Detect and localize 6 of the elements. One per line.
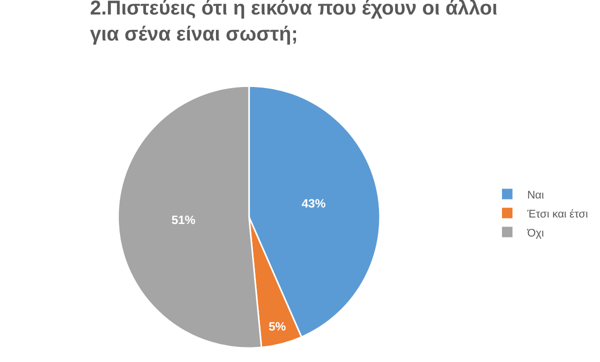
legend-label: Έτσι και έτσι xyxy=(526,208,588,220)
legend-label: Όχι xyxy=(526,227,545,240)
data-label: 51% xyxy=(171,213,196,228)
legend-label: Ναι xyxy=(527,189,545,202)
data-label: 43% xyxy=(302,196,326,210)
data-label: 5% xyxy=(268,320,286,334)
